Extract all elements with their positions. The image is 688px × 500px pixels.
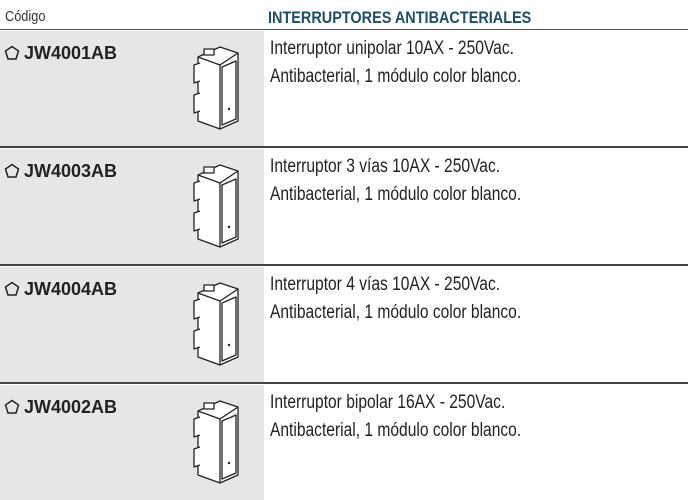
section-title: INTERRUPTORES ANTIBACTERIALES <box>268 8 532 27</box>
pentagon-icon <box>4 45 20 60</box>
row-separator <box>0 382 688 384</box>
description-line: Antibacterial, 1 módulo color blanco. <box>270 302 522 323</box>
product-row: JW4001AB Interruptor unipolar 10AX - 250… <box>0 31 688 148</box>
description-line: Antibacterial, 1 módulo color blanco. <box>270 420 522 441</box>
switch-image <box>193 164 239 248</box>
product-row: JW4003AB Interruptor 3 vías 10AX - 250Va… <box>0 149 688 266</box>
switch-image <box>193 46 239 130</box>
description-line: Interruptor 4 vías 10AX - 250Vac. <box>270 274 501 295</box>
pentagon-icon <box>4 281 20 296</box>
header-rule <box>0 29 688 30</box>
description-line: Interruptor bipolar 16AX - 250Vac. <box>270 392 506 413</box>
description-line: Interruptor unipolar 10AX - 250Vac. <box>270 38 514 59</box>
product-code: JW4004AB <box>24 279 118 299</box>
product-code: JW4003AB <box>24 161 118 181</box>
switch-image <box>193 282 239 366</box>
code-header: Código <box>5 8 46 25</box>
product-row: JW4002AB Interruptor bipolar 16AX - 250V… <box>0 385 688 500</box>
switch-image <box>193 400 239 484</box>
product-code: JW4002AB <box>24 397 118 417</box>
description-line: Antibacterial, 1 módulo color blanco. <box>270 184 522 205</box>
pentagon-icon <box>4 163 20 178</box>
product-code: JW4001AB <box>24 43 118 63</box>
row-separator <box>0 264 688 266</box>
description-line: Antibacterial, 1 módulo color blanco. <box>270 66 522 87</box>
pentagon-icon <box>4 399 20 414</box>
row-separator <box>0 146 688 148</box>
product-row: JW4004AB Interruptor 4 vías 10AX - 250Va… <box>0 267 688 384</box>
description-line: Interruptor 3 vías 10AX - 250Vac. <box>270 156 501 177</box>
